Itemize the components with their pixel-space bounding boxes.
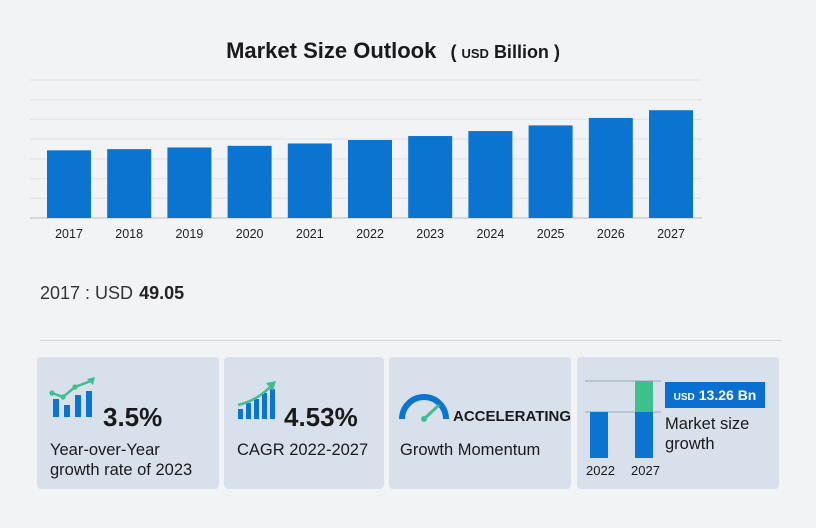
x-tick-label: 2025 [537,227,565,241]
bar-2019 [167,147,212,218]
baseline-label: 2017 : USD [40,283,134,303]
mini-bar-2027 [635,412,653,458]
bar-2017 [47,150,91,218]
yoy-value: 3.5% [103,402,163,432]
market-growth-mini-chart [585,380,661,458]
bar-growth-icon [49,377,95,417]
unit-prefix: USD [461,46,489,61]
divider [40,340,782,341]
momentum-status: ACCELERATING [453,408,572,425]
speedometer-icon [399,394,449,422]
chart-unit: ( USD Billion ) [450,42,560,62]
x-tick-label: 2023 [416,227,444,241]
x-tick-label: 2026 [597,227,625,241]
yoy-card: 3.5% Year-over-Year growth rate of 2023 [37,357,219,489]
x-tick-label: 2024 [476,227,504,241]
bar-2026 [588,117,633,218]
mini-bar-2022 [590,412,608,458]
bar-chart: 2017 2018 2019 2020 2021 2022 2023 2024 2025 2026… [30,79,702,241]
momentum-desc: Growth Momentum [400,441,541,459]
x-tick-label: 2017 [55,227,83,241]
unit-main: Billion [493,42,549,62]
x-tick-label: 2022 [356,227,384,241]
badge-value: 13.26 Bn [698,387,757,403]
baseline-number: 49.05 [139,283,185,303]
x-tick-label: 2021 [296,227,324,241]
market-desc: Market size growth [665,414,749,454]
mini-year-end: 2027 [631,463,660,478]
trend-up-icon [237,381,276,419]
bar-2027 [649,110,693,218]
mini-year-start: 2022 [586,463,615,478]
yoy-desc-line1: Year-over-Year [50,441,160,459]
x-tick-label: 2027 [657,227,685,241]
mini-bar-growth [635,381,653,412]
bar-2021 [287,143,332,218]
bar-2023 [408,136,453,218]
badge-prefix: USD [673,392,695,403]
chart-title: Market Size Outlook ( USD Billion ) [0,38,786,64]
yoy-desc-line2: growth rate of 2023 [50,461,193,479]
x-tick-label: 2020 [236,227,264,241]
chart-title-text: Market Size Outlook [226,38,437,63]
bar-2020 [227,145,272,218]
bar-2024 [468,131,513,218]
market-badge: USD 13.26 Bn [665,382,765,408]
market-desc-line1: Market size [665,415,750,433]
bar-2025 [528,125,573,218]
cagr-value: 4.53% [284,402,358,432]
bar-2018 [107,149,152,218]
market-desc-line2: growth [665,435,715,453]
x-tick-label: 2018 [115,227,143,241]
cagr-desc: CAGR 2022-2027 [237,441,369,459]
x-tick-label: 2019 [175,227,203,241]
bar-2022 [348,140,392,218]
momentum-card: ACCELERATING Growth Momentum [389,357,571,489]
cagr-card: 4.53% CAGR 2022-2027 [224,357,384,489]
yoy-desc: Year-over-Year growth rate of 2023 [50,440,192,480]
market-card: 2022 2027 USD 13.26 Bn Market size growth [577,357,779,489]
baseline-value: 2017 : USD 49.05 [40,283,184,304]
